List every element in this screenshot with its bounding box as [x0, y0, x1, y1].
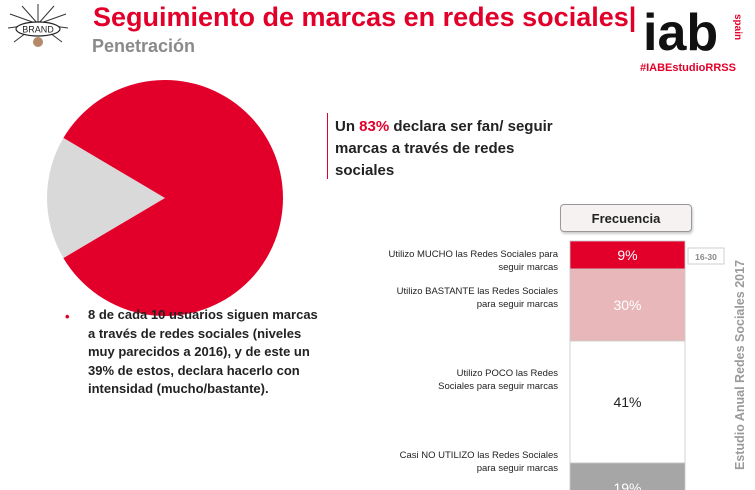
iab-logo: iab spain	[643, 4, 743, 62]
age-note-label: 16-30	[695, 252, 717, 262]
callout-suffix: declara ser fan/ seguir marcas a través …	[335, 118, 553, 179]
row-label-mucho: Utilizo MUCHO las Redes Sociales para se…	[388, 249, 558, 273]
brand-logo: BRAND	[7, 4, 69, 47]
callout-highlight: 83%	[359, 118, 390, 135]
pie-slice-fan	[63, 79, 284, 316]
bar-value-label-bastante: 30%	[613, 297, 641, 313]
bar-segment-bastante	[569, 268, 686, 342]
bar-segment-nada	[569, 462, 686, 490]
page-title: Seguimiento de marcas en redes sociales|	[93, 2, 637, 32]
svg-text:BRAND: BRAND	[22, 25, 54, 35]
callout-text: Un 83% declara ser fan/ seguir marcas a …	[335, 116, 555, 182]
callout-prefix: Un	[335, 118, 360, 135]
side-label: Estudio Anual Redes Sociales 2017	[733, 260, 747, 470]
frequency-header: Frecuencia	[560, 204, 692, 232]
svg-text:spain: spain	[732, 14, 743, 40]
pie-slice-rest	[47, 137, 166, 259]
bar-value-label-nada: 19%	[613, 480, 641, 490]
bar-segment-mucho	[569, 240, 686, 270]
bar-segment-poco	[569, 340, 686, 464]
row-label-bastante: Utilizo BASTANTE las Redes Sociales para…	[396, 286, 558, 310]
bar-value-label-mucho: 9%	[617, 247, 637, 263]
frequency-stacked-bar: 9% 30% 41% 19% 16-30	[569, 240, 725, 490]
hashtag: #IABEstudioRRSS	[640, 62, 736, 74]
callout-divider	[327, 113, 328, 179]
bullet-text: 8 de cada 10 usuarios siguen marcas a tr…	[88, 307, 318, 396]
pie-chart	[47, 79, 284, 316]
bar-value-label-poco: 41%	[613, 394, 641, 410]
row-label-poco: Utilizo POCO las Redes Sociales para seg…	[438, 368, 558, 392]
page-subtitle: Penetración	[92, 36, 196, 56]
bullet-marker: •	[65, 309, 70, 324]
svg-text:Estudio Anual Redes Sociales 2: Estudio Anual Redes Sociales 2017	[733, 260, 747, 470]
row-label-nada: Casi NO UTILIZO las Redes Sociales para …	[399, 450, 558, 474]
svg-text:iab: iab	[643, 4, 718, 62]
age-note-box	[687, 247, 725, 265]
